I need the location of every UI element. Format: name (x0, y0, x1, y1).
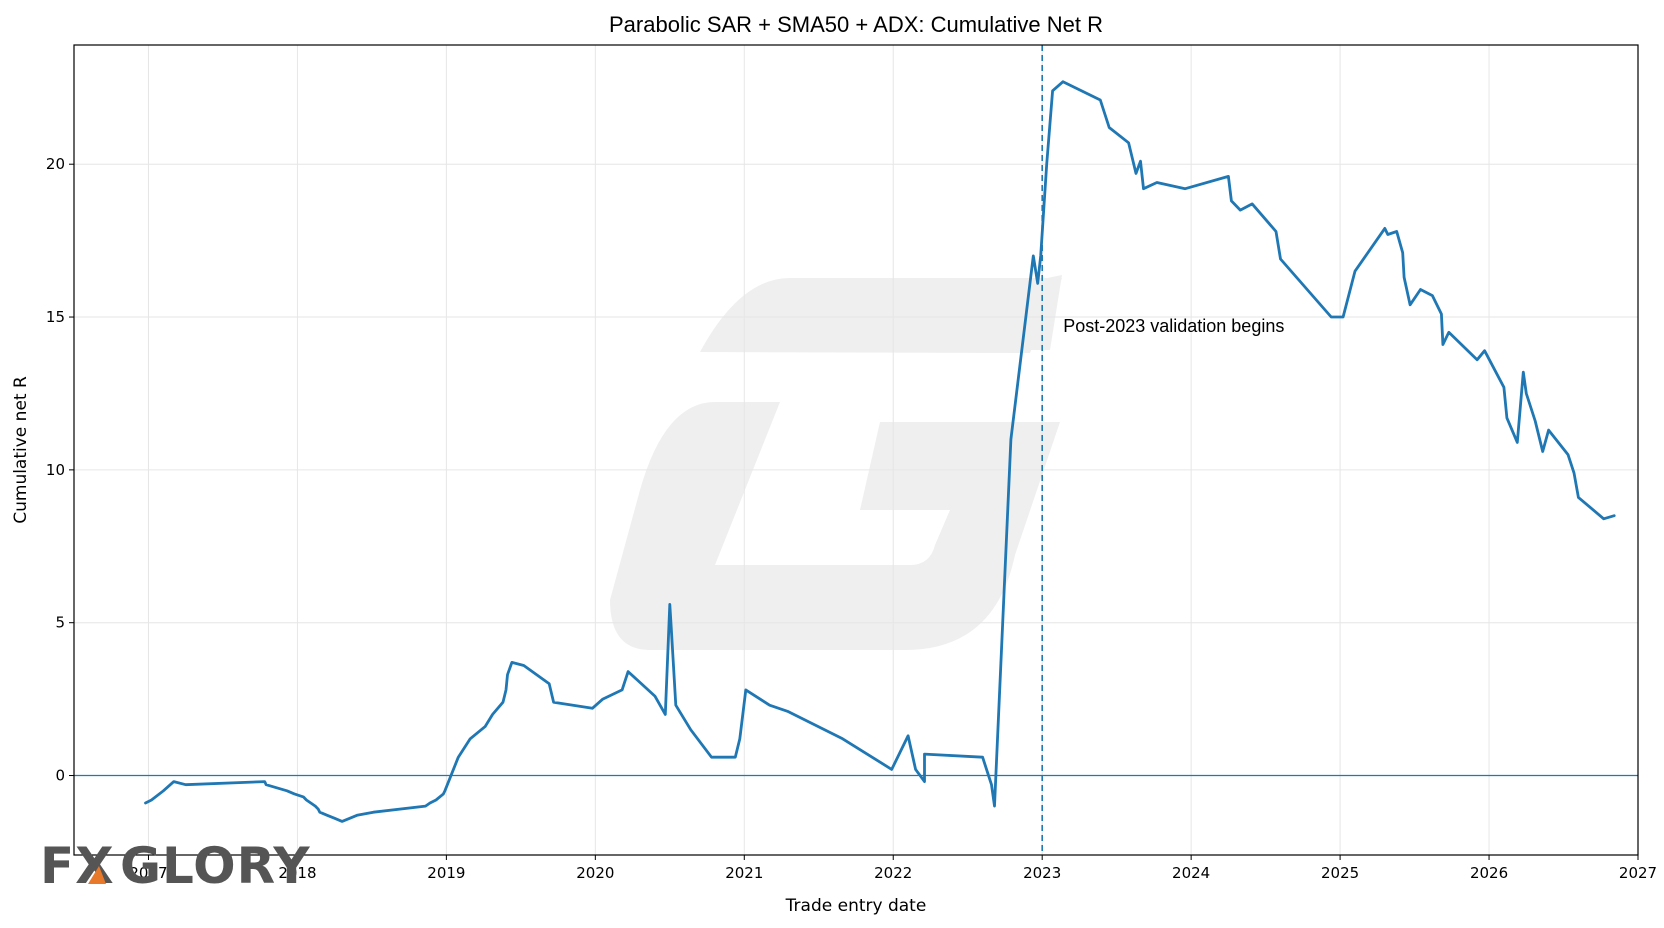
x-tick-label: 2017 (129, 864, 167, 882)
x-tick-label: 2021 (725, 864, 763, 882)
x-tick-label: 2026 (1470, 864, 1508, 882)
plot-frame (73, 44, 1639, 856)
x-tick-label: 2022 (874, 864, 912, 882)
x-tick-label: 2023 (1023, 864, 1061, 882)
x-tick-label: 2019 (427, 864, 465, 882)
reference-lines (74, 45, 1638, 855)
y-tick-label: 0 (55, 767, 65, 785)
x-tick-label: 2020 (576, 864, 614, 882)
y-axis-ticks: 0 5 10 15 20 (46, 155, 74, 785)
y-tick-label: 15 (46, 308, 65, 326)
y-tick-label: 5 (55, 614, 65, 632)
x-axis-label: Trade entry date (785, 896, 927, 916)
y-axis-label: Cumulative net R (11, 376, 31, 524)
y-tick-label: 10 (46, 461, 65, 479)
x-tick-label: 2024 (1172, 864, 1210, 882)
x-tick-label: 2025 (1321, 864, 1359, 882)
svg-text:GLORY: GLORY (120, 837, 311, 895)
x-tick-label: 2018 (278, 864, 316, 882)
watermark-logo-shape (610, 275, 1062, 650)
x-axis-ticks: 2017 2018 2019 2020 2021 2022 2023 2024 2025 2026… (129, 855, 1657, 882)
chart-title: Parabolic SAR + SMA50 + ADX: Cumulative … (609, 12, 1103, 37)
cumulative-net-r-line (144, 80, 1616, 823)
x-tick-label: 2027 (1619, 864, 1657, 882)
y-tick-label: 20 (46, 155, 65, 173)
watermark-logo: FX GLORY (40, 837, 311, 895)
series-layer (144, 80, 1616, 823)
svg-text:FX: FX (40, 837, 115, 895)
grid (74, 45, 1639, 855)
validation-annotation: Post-2023 validation begins (1063, 316, 1284, 336)
